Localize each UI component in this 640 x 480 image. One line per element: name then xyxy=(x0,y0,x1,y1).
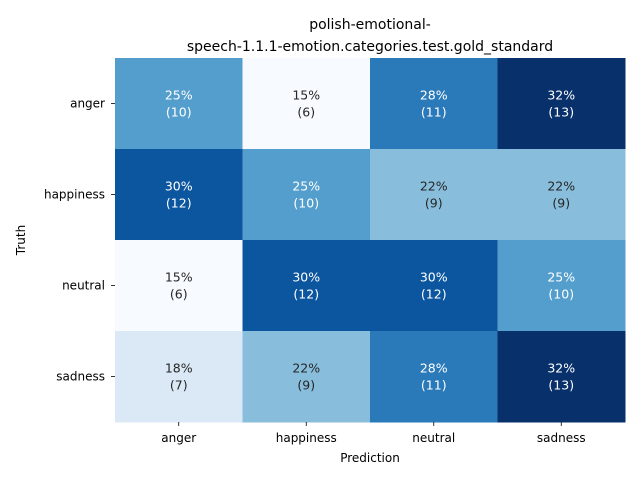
cell-percent-label: 22% xyxy=(547,179,575,194)
heatmap-cell xyxy=(497,240,626,332)
heatmap-cell xyxy=(370,331,498,423)
y-tick-label: happiness xyxy=(44,188,105,202)
cell-percent-label: 32% xyxy=(547,361,575,376)
chart-title-line-1: polish-emotional- xyxy=(309,17,431,33)
x-axis-ticks: anger happiness neutral sadness xyxy=(161,422,586,445)
cell-count-label: (6) xyxy=(170,287,188,302)
heatmap-cell xyxy=(497,149,626,241)
x-axis-label: Prediction xyxy=(340,451,400,465)
cell-count-label: (12) xyxy=(421,287,447,302)
cell-count-label: (9) xyxy=(552,196,570,211)
y-tick-label: anger xyxy=(70,97,105,111)
x-tick-label: sadness xyxy=(537,431,586,445)
heatmap-cell xyxy=(242,240,371,332)
chart-title-line-2: speech-1.1.1-emotion.categories.test.gol… xyxy=(187,39,553,55)
heatmap-cell xyxy=(497,331,626,423)
heatmap-cell xyxy=(115,149,243,241)
heatmap-cell xyxy=(115,331,243,423)
cell-percent-label: 25% xyxy=(547,270,575,285)
heatmap-cells xyxy=(115,58,626,423)
cell-count-label: (11) xyxy=(421,105,447,120)
y-axis-ticks: anger happiness neutral sadness xyxy=(44,97,115,384)
cell-percent-label: 28% xyxy=(420,88,448,103)
heatmap-cell xyxy=(115,240,243,332)
y-tick-label: neutral xyxy=(62,279,105,293)
cell-count-label: (11) xyxy=(421,378,447,393)
heatmap-cell xyxy=(242,58,371,150)
cell-count-label: (9) xyxy=(297,378,315,393)
heatmap-cell xyxy=(370,240,498,332)
cell-count-label: (7) xyxy=(170,378,188,393)
heatmap-cell-labels: 25% (10) 15% (6) 28% (11) 32% (13) 30% (12) 25% (10… xyxy=(165,88,575,393)
x-tick-label: anger xyxy=(161,431,196,445)
cell-count-label: (10) xyxy=(548,287,574,302)
heatmap-cell xyxy=(370,58,498,150)
cell-percent-label: 25% xyxy=(292,179,320,194)
cell-percent-label: 15% xyxy=(165,270,193,285)
cell-count-label: (9) xyxy=(425,196,443,211)
cell-count-label: (12) xyxy=(166,196,192,211)
heatmap-cell xyxy=(370,149,498,241)
x-tick-label: happiness xyxy=(276,431,337,445)
cell-count-label: (12) xyxy=(293,287,319,302)
y-axis-label: Truth xyxy=(14,225,28,256)
cell-count-label: (13) xyxy=(548,378,574,393)
y-tick-label: sadness xyxy=(56,370,105,384)
cell-percent-label: 18% xyxy=(165,361,193,376)
heatmap-cell xyxy=(242,149,371,241)
cell-count-label: (10) xyxy=(166,105,192,120)
cell-percent-label: 32% xyxy=(547,88,575,103)
heatmap-cell xyxy=(242,331,371,423)
cell-percent-label: 30% xyxy=(292,270,320,285)
x-tick-label: neutral xyxy=(412,431,455,445)
cell-percent-label: 30% xyxy=(420,270,448,285)
heatmap-cell xyxy=(497,58,626,150)
cell-percent-label: 22% xyxy=(420,179,448,194)
cell-percent-label: 28% xyxy=(420,361,448,376)
heatmap-cell xyxy=(115,58,243,150)
cell-count-label: (10) xyxy=(293,196,319,211)
cell-count-label: (6) xyxy=(297,105,315,120)
cell-count-label: (13) xyxy=(548,105,574,120)
cell-percent-label: 15% xyxy=(292,88,320,103)
cell-percent-label: 22% xyxy=(292,361,320,376)
cell-percent-label: 30% xyxy=(165,179,193,194)
cell-percent-label: 25% xyxy=(165,88,193,103)
